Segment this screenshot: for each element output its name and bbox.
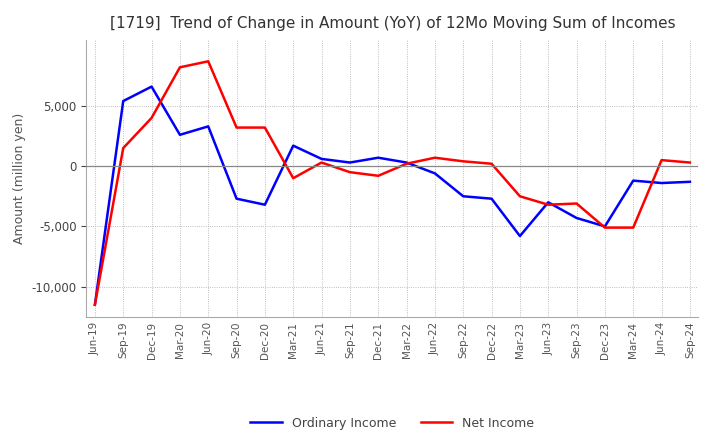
Net Income	[600, 225, 609, 230]
Ordinary Income	[91, 302, 99, 308]
Net Income	[657, 158, 666, 163]
Ordinary Income	[600, 224, 609, 229]
Ordinary Income	[629, 178, 637, 183]
Net Income	[148, 115, 156, 121]
Net Income	[487, 161, 496, 166]
Net Income	[459, 159, 467, 164]
Legend: Ordinary Income, Net Income: Ordinary Income, Net Income	[246, 412, 539, 435]
Net Income	[176, 65, 184, 70]
Y-axis label: Amount (million yen): Amount (million yen)	[13, 113, 26, 244]
Net Income	[374, 173, 382, 179]
Ordinary Income	[119, 99, 127, 104]
Net Income	[431, 155, 439, 160]
Line: Net Income: Net Income	[95, 61, 690, 305]
Ordinary Income	[431, 171, 439, 176]
Net Income	[629, 225, 637, 230]
Ordinary Income	[516, 233, 524, 238]
Ordinary Income	[289, 143, 297, 148]
Net Income	[685, 160, 694, 165]
Net Income	[91, 302, 99, 308]
Ordinary Income	[402, 160, 411, 165]
Title: [1719]  Trend of Change in Amount (YoY) of 12Mo Moving Sum of Incomes: [1719] Trend of Change in Amount (YoY) o…	[109, 16, 675, 32]
Ordinary Income	[459, 194, 467, 199]
Line: Ordinary Income: Ordinary Income	[95, 87, 690, 305]
Ordinary Income	[176, 132, 184, 137]
Net Income	[346, 169, 354, 175]
Net Income	[233, 125, 241, 130]
Ordinary Income	[346, 160, 354, 165]
Net Income	[572, 201, 581, 206]
Ordinary Income	[318, 156, 326, 161]
Ordinary Income	[233, 196, 241, 202]
Net Income	[544, 202, 552, 207]
Net Income	[119, 146, 127, 151]
Net Income	[516, 194, 524, 199]
Net Income	[402, 161, 411, 166]
Ordinary Income	[572, 215, 581, 220]
Ordinary Income	[261, 202, 269, 207]
Ordinary Income	[374, 155, 382, 160]
Ordinary Income	[204, 124, 212, 129]
Net Income	[289, 176, 297, 181]
Net Income	[318, 160, 326, 165]
Ordinary Income	[657, 180, 666, 186]
Net Income	[204, 59, 212, 64]
Ordinary Income	[148, 84, 156, 89]
Net Income	[261, 125, 269, 130]
Ordinary Income	[685, 179, 694, 184]
Ordinary Income	[487, 196, 496, 202]
Ordinary Income	[544, 200, 552, 205]
